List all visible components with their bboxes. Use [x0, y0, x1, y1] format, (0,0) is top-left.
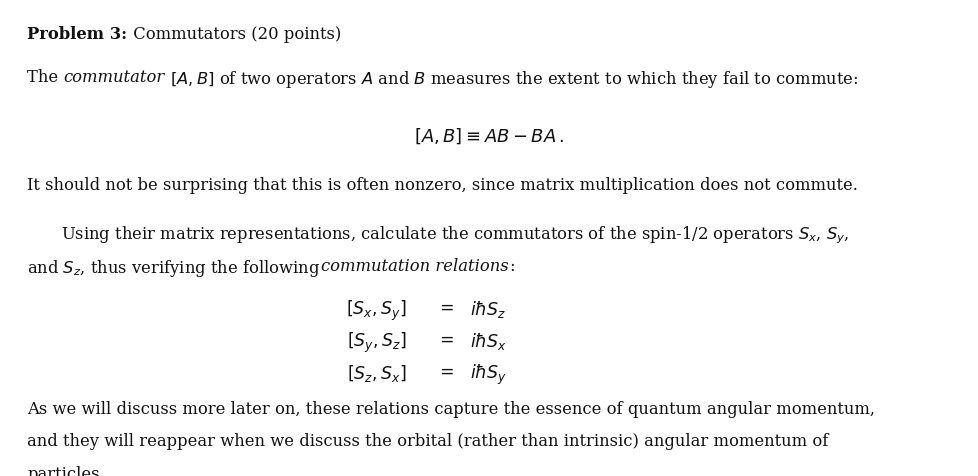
- Text: particles.: particles.: [27, 466, 105, 476]
- Text: and they will reappear when we discuss the orbital (rather than intrinsic) angul: and they will reappear when we discuss t…: [27, 433, 828, 450]
- Text: $=$: $=$: [436, 363, 454, 380]
- Text: It should not be surprising that this is often nonzero, since matrix multiplicat: It should not be surprising that this is…: [27, 177, 858, 194]
- Text: $[S_x, S_y]$: $[S_x, S_y]$: [345, 299, 406, 323]
- Text: $=$: $=$: [436, 331, 454, 348]
- Text: commutator: commutator: [64, 69, 165, 86]
- Text: $[A, B]$ of two operators $A$ and $B$ measures the extent to which they fail to : $[A, B]$ of two operators $A$ and $B$ me…: [165, 69, 858, 90]
- Text: :: :: [509, 258, 514, 275]
- Text: commutation relations: commutation relations: [321, 258, 509, 275]
- Text: $i\hbar S_y$: $i\hbar S_y$: [469, 363, 507, 387]
- Text: The: The: [27, 69, 64, 86]
- Text: Commutators (20 points): Commutators (20 points): [127, 26, 340, 43]
- Text: $i\hbar S_x$: $i\hbar S_x$: [469, 331, 507, 352]
- Text: $[S_y, S_z]$: $[S_y, S_z]$: [346, 331, 406, 355]
- Text: and $S_z$, thus verifying the following: and $S_z$, thus verifying the following: [27, 258, 321, 279]
- Text: $[S_z, S_x]$: $[S_z, S_x]$: [346, 363, 406, 384]
- Text: Using their matrix representations, calculate the commutators of the spin-1/2 op: Using their matrix representations, calc…: [61, 225, 848, 246]
- Text: Problem 3:: Problem 3:: [27, 26, 127, 43]
- Text: As we will discuss more later on, these relations capture the essence of quantum: As we will discuss more later on, these …: [27, 401, 874, 418]
- Text: $[A, B] \equiv AB - BA\,.$: $[A, B] \equiv AB - BA\,.$: [414, 126, 564, 146]
- Text: $i\hbar S_z$: $i\hbar S_z$: [469, 299, 506, 320]
- Text: $=$: $=$: [436, 299, 454, 316]
